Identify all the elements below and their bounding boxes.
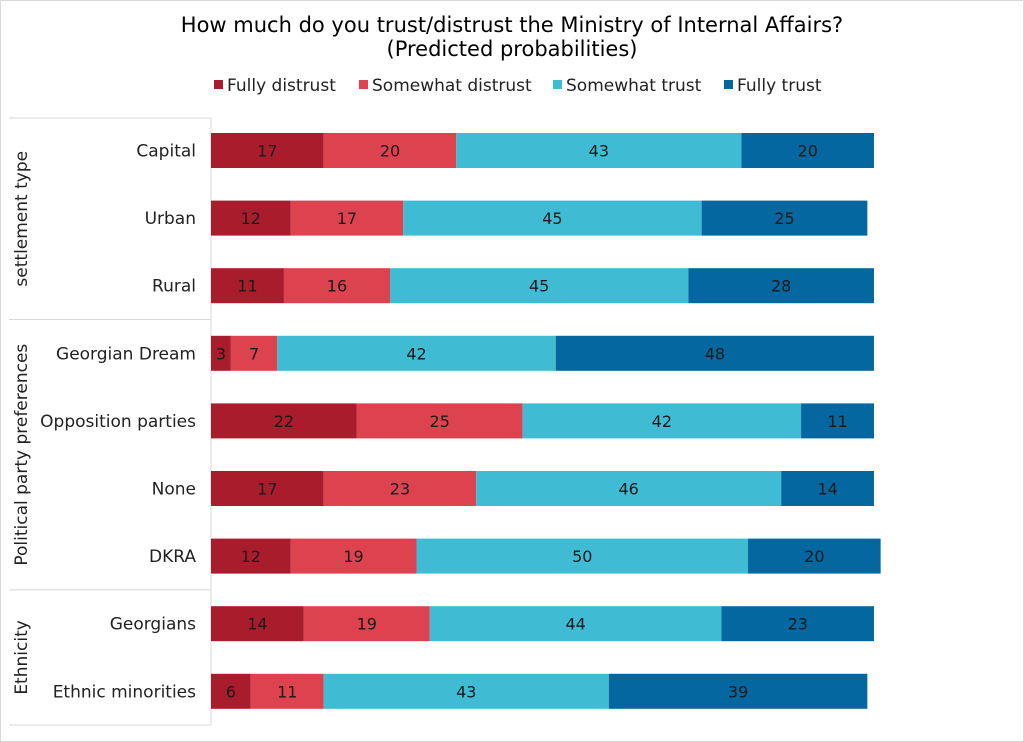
bar-ethnic-minorities-fully-trust xyxy=(608,673,868,709)
bar-opposition-parties-fully-trust xyxy=(801,403,874,439)
category-label-opposition-parties: Opposition parties xyxy=(40,412,196,432)
data-label-georgians-somewhat-trust: 44 xyxy=(565,615,585,634)
data-label-georgian-dream-fully-distrust: 3 xyxy=(216,344,226,363)
data-label-capital-somewhat-trust: 43 xyxy=(589,142,609,161)
data-label-dkra-fully-trust: 20 xyxy=(804,547,824,566)
legend-swatch-somewhat-distrust xyxy=(359,80,368,89)
data-label-opposition-parties-fully-distrust: 22 xyxy=(274,412,294,431)
legend-swatch-fully-trust xyxy=(724,80,733,89)
category-label-none: None xyxy=(152,480,196,500)
data-label-urban-fully-distrust: 12 xyxy=(241,209,261,228)
bar-capital-fully-distrust xyxy=(211,133,324,168)
data-label-opposition-parties-fully-trust: 11 xyxy=(827,412,847,431)
bar-none-fully-distrust xyxy=(211,471,324,506)
legend-label-somewhat-trust: Somewhat trust xyxy=(566,76,702,96)
data-label-georgians-fully-trust: 23 xyxy=(788,615,808,634)
data-label-none-somewhat-distrust: 23 xyxy=(390,480,410,499)
bar-ethnic-minorities-somewhat-trust xyxy=(323,673,609,709)
bar-georgians-somewhat-distrust xyxy=(303,606,430,642)
bar-ethnic-minorities-fully-distrust xyxy=(211,673,251,709)
data-label-urban-somewhat-trust: 45 xyxy=(542,209,562,228)
bar-georgians-fully-distrust xyxy=(211,606,304,642)
data-label-none-fully-trust: 14 xyxy=(817,480,837,499)
bar-rural-somewhat-distrust xyxy=(283,268,391,304)
data-label-dkra-somewhat-distrust: 19 xyxy=(343,547,363,566)
bar-opposition-parties-somewhat-trust xyxy=(522,403,802,439)
data-label-urban-somewhat-distrust: 17 xyxy=(337,209,357,228)
bar-dkra-fully-distrust xyxy=(211,538,291,574)
data-label-capital-fully-distrust: 17 xyxy=(257,142,277,161)
bar-georgians-fully-trust xyxy=(721,606,874,642)
category-label-georgians: Georgians xyxy=(110,615,196,635)
category-label-dkra: DKRA xyxy=(149,547,196,567)
category-label-capital: Capital xyxy=(136,142,196,162)
data-label-none-fully-distrust: 17 xyxy=(257,480,277,499)
data-label-georgians-somewhat-distrust: 19 xyxy=(357,615,377,634)
bar-ethnic-minorities-somewhat-distrust xyxy=(250,673,324,709)
data-label-ethnic-minorities-somewhat-trust: 43 xyxy=(456,682,476,701)
legend-label-somewhat-distrust: Somewhat distrust xyxy=(372,76,532,96)
bar-georgian-dream-fully-trust xyxy=(555,335,874,371)
chart-subtitle: (Predicted probabilities) xyxy=(387,37,638,61)
bar-georgian-dream-fully-distrust xyxy=(211,335,231,371)
data-label-ethnic-minorities-fully-trust: 39 xyxy=(728,682,748,701)
category-label-urban: Urban xyxy=(145,209,196,229)
bar-none-somewhat-distrust xyxy=(323,471,477,506)
bar-rural-fully-trust xyxy=(688,268,874,304)
legend: Fully distrust Somewhat distrust Somewhat … xyxy=(214,76,822,96)
bar-opposition-parties-somewhat-distrust xyxy=(356,403,523,439)
bar-capital-somewhat-distrust xyxy=(323,133,457,168)
data-label-rural-somewhat-trust: 45 xyxy=(529,277,549,296)
category-label-ethnic-minorities: Ethnic minorities xyxy=(53,682,196,702)
data-label-opposition-parties-somewhat-distrust: 25 xyxy=(430,412,450,431)
data-label-opposition-parties-somewhat-trust: 42 xyxy=(652,412,672,431)
data-label-georgians-fully-distrust: 14 xyxy=(247,615,267,634)
data-label-georgian-dream-somewhat-trust: 42 xyxy=(406,344,426,363)
legend-label-fully-trust: Fully trust xyxy=(737,76,822,96)
bar-dkra-fully-trust xyxy=(748,538,881,574)
data-label-georgian-dream-fully-trust: 48 xyxy=(705,344,725,363)
bar-capital-somewhat-trust xyxy=(456,133,742,168)
bar-rural-somewhat-trust xyxy=(390,268,689,304)
data-label-rural-fully-distrust: 11 xyxy=(237,277,257,296)
data-label-capital-somewhat-distrust: 20 xyxy=(380,142,400,161)
data-label-georgian-dream-somewhat-distrust: 7 xyxy=(249,344,259,363)
bar-georgians-somewhat-trust xyxy=(429,606,722,642)
bar-urban-fully-distrust xyxy=(211,200,291,236)
bar-none-fully-trust xyxy=(781,471,874,506)
legend-swatch-fully-distrust xyxy=(214,80,223,89)
bar-urban-somewhat-trust xyxy=(403,200,702,236)
category-axis: settlement type Political party preferenc… xyxy=(9,117,212,726)
bar-georgian-dream-somewhat-trust xyxy=(277,335,556,371)
chart-title: How much do you trust/distrust the Minis… xyxy=(181,13,843,37)
legend-swatch-somewhat-trust xyxy=(553,80,562,89)
group-label-ethnicity: Ethnicity xyxy=(12,620,32,694)
data-label-dkra-somewhat-trust: 50 xyxy=(572,547,592,566)
bar-urban-fully-trust xyxy=(701,200,868,236)
group-label-settlement-type: settlement type xyxy=(12,151,32,287)
group-label-political-party-preferences: Political party preferences xyxy=(12,344,32,566)
data-label-rural-fully-trust: 28 xyxy=(771,277,791,296)
category-label-rural: Rural xyxy=(152,277,196,297)
legend-label-fully-distrust: Fully distrust xyxy=(227,76,336,96)
bar-georgian-dream-somewhat-distrust xyxy=(230,335,278,371)
bar-opposition-parties-fully-distrust xyxy=(211,403,357,439)
data-label-none-somewhat-trust: 46 xyxy=(619,480,639,499)
data-label-dkra-fully-distrust: 12 xyxy=(241,547,261,566)
data-label-urban-fully-trust: 25 xyxy=(774,209,794,228)
data-label-ethnic-minorities-somewhat-distrust: 11 xyxy=(277,682,297,701)
bar-none-somewhat-trust xyxy=(476,471,782,506)
bar-capital-fully-trust xyxy=(741,133,874,168)
data-label-ethnic-minorities-fully-distrust: 6 xyxy=(226,682,236,701)
bar-rural-fully-distrust xyxy=(211,268,284,304)
category-label-georgian-dream: Georgian Dream xyxy=(56,344,196,364)
bar-urban-somewhat-distrust xyxy=(290,200,404,236)
bar-dkra-somewhat-distrust xyxy=(290,538,417,574)
bar-dkra-somewhat-trust xyxy=(416,538,749,574)
data-label-rural-somewhat-distrust: 16 xyxy=(327,277,347,296)
plot-area: 17 20 43 20 12 17 45 25 11 16 45 28 3 7 42 48 22 25 42 11 17… xyxy=(211,133,881,709)
data-label-capital-fully-trust: 20 xyxy=(798,142,818,161)
